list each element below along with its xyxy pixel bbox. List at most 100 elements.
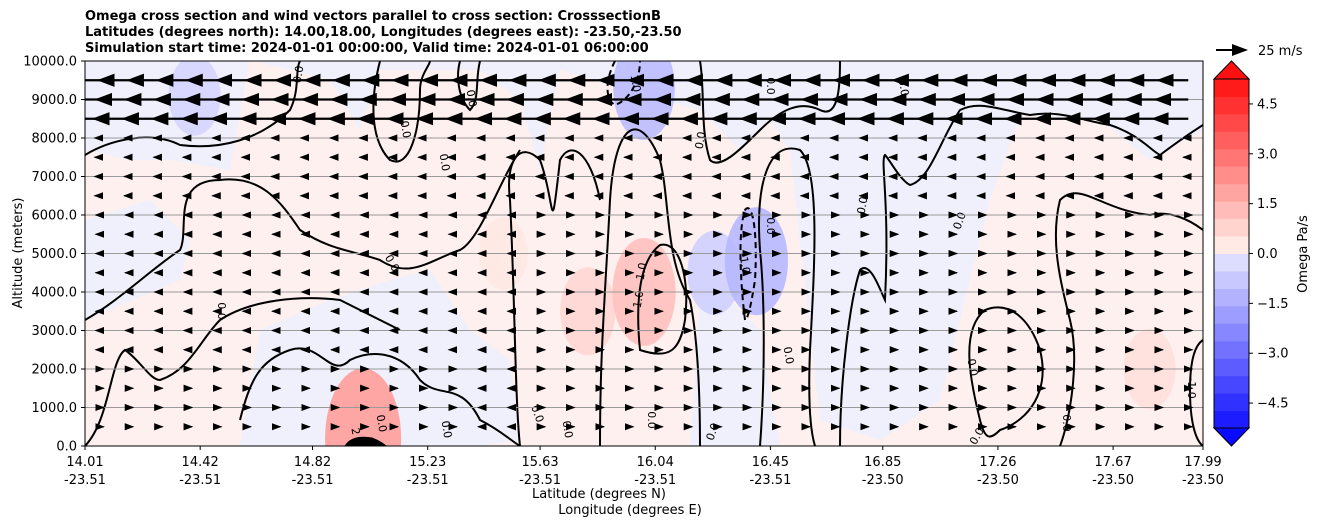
colorbar-step-10 — [1214, 236, 1249, 254]
y-tick-label-10: 10000.0 — [23, 55, 77, 70]
colorbar-step-4 — [1214, 340, 1249, 359]
x-tick-lat-6: 16.45 — [752, 455, 789, 470]
x-tick-lon-7: -23.50 — [862, 473, 904, 488]
colorbar-step-7 — [1214, 288, 1249, 307]
negative-region-lower-right — [690, 300, 780, 446]
x-axis-label-lat: Latitude (degrees N) — [532, 487, 666, 502]
omega-contour-lines — [85, 61, 1203, 446]
omega-anomaly-3 — [560, 267, 616, 356]
reference-vector-label: 25 m/s — [1258, 44, 1303, 59]
contour-zero-upper-right — [699, 61, 841, 164]
colorbar-step-9 — [1214, 253, 1249, 272]
contour-zero-bottom-left — [85, 297, 401, 446]
x-tick-lon-8: -23.50 — [977, 473, 1019, 488]
x-tick-lon-9: -23.50 — [1092, 473, 1134, 488]
x-tick-lon-5: -23.51 — [634, 473, 676, 488]
contour-zero-right — [839, 104, 1203, 446]
y-tick-label-5: 5000.0 — [32, 247, 78, 262]
colorbar-tick-label-6: 4.5 — [1257, 97, 1278, 112]
x-tick-lat-2: 14.82 — [294, 455, 331, 470]
x-tick-lon-6: -23.51 — [749, 473, 791, 488]
colorbar-tick-label-2: −1.5 — [1257, 297, 1289, 312]
y-tick-label-9: 9000.0 — [32, 93, 78, 108]
contour-zero-right-loop — [968, 306, 1044, 438]
colorbar-tick-label-5: 3.0 — [1257, 147, 1278, 162]
contour-zero-lower — [239, 347, 521, 446]
colorbar-tick-label-0: −4.5 — [1257, 397, 1289, 412]
colorbar-step-16 — [1214, 131, 1249, 150]
title-line-1: Omega cross section and wind vectors par… — [85, 9, 661, 24]
contour-label-3: 0.0 — [464, 89, 480, 108]
colorbar-step-17 — [1214, 113, 1249, 132]
x-tick-lat-8: 17.26 — [979, 455, 1016, 470]
x-tick-lat-1: 14.42 — [182, 455, 219, 470]
colorbar-step-14 — [1214, 166, 1249, 185]
x-tick-lat-4: 15.63 — [521, 455, 558, 470]
y-tick-label-1: 1000.0 — [32, 401, 78, 416]
colorbar-tick-label-4: 1.5 — [1257, 197, 1278, 212]
plot-area: 0.00.00.00.00.00.00.0 0.00.00.0 0.00.00.00… — [85, 61, 1203, 446]
contour-label-24: 1.0 — [634, 262, 650, 281]
x-tick-lat-10: 17.99 — [1184, 455, 1221, 470]
omega-anomaly-7 — [613, 61, 675, 140]
x-tick-lat-3: 15.23 — [409, 455, 446, 470]
colorbar-step-11 — [1214, 218, 1249, 237]
colorbar-step-13 — [1214, 183, 1249, 202]
contour-label-27: 2 — [348, 427, 362, 436]
title-line-3: Simulation start time: 2024-01-01 00:00:… — [85, 41, 649, 56]
wind-vectors — [85, 73, 1194, 431]
x-tick-lon-4: -23.51 — [519, 473, 561, 488]
x-tick-lon-10: -23.50 — [1182, 473, 1224, 488]
chart-title: Omega cross section and wind vectors par… — [85, 9, 682, 57]
colorbar-step-3 — [1214, 358, 1249, 377]
x-tick-lon-2: -23.51 — [292, 473, 334, 488]
contour-label-10: 0.0 — [645, 411, 658, 429]
y-tick-label-8: 8000.0 — [32, 132, 78, 147]
omega-anomaly-6 — [724, 207, 788, 316]
title-line-2: Latitudes (degrees north): 14.00,18.00, … — [85, 25, 682, 40]
y-tick-label-4: 4000.0 — [32, 286, 78, 301]
y-tick-label-3: 3000.0 — [32, 324, 78, 339]
colorbar-step-19 — [1214, 79, 1249, 97]
x-tick-lon-1: -23.51 — [179, 473, 221, 488]
x-tick-lon-0: -23.51 — [64, 473, 106, 488]
contour-label-14: 0.0 — [764, 217, 777, 235]
x-tick-lat-5: 16.04 — [637, 455, 674, 470]
colorbar-step-6 — [1214, 305, 1249, 324]
x-tick-lat-0: 14.01 — [66, 455, 103, 470]
contour-zero-left — [85, 149, 521, 321]
colorbar-label: Omega Pa/s — [1296, 215, 1311, 293]
x-tick-lat-7: 16.85 — [864, 455, 901, 470]
colorbar-step-5 — [1214, 323, 1249, 342]
x-axis-label-lon: Longitude (degrees E) — [558, 503, 702, 518]
contour-label-12: 0.0 — [693, 131, 709, 150]
omega-anomaly-0 — [168, 61, 221, 136]
contour-label-6: 0.0 — [374, 414, 390, 433]
y-tick-label-2: 2000.0 — [32, 363, 78, 378]
contour-label-25: 1.0 — [631, 290, 647, 309]
colorbar-step-15 — [1214, 148, 1249, 167]
contour-label-16: 0.0 — [855, 196, 871, 215]
contour-zero-right-col — [758, 147, 816, 446]
colorbar-step-2 — [1214, 375, 1249, 394]
colorbar-extend-top — [1212, 60, 1251, 80]
y-tick-label-7: 7000.0 — [32, 170, 78, 185]
y-axis: 0.0 1000.0 2000.0 3000.0 4000.0 5000.0 6000.0 7… — [23, 55, 85, 455]
colorbar-extend-bottom — [1212, 427, 1251, 447]
colorbar-step-12 — [1214, 201, 1249, 220]
contour-label-15: 0.0 — [781, 346, 797, 365]
contour-plus-one-mid — [637, 243, 688, 355]
colorbar: −4.5 −3.0 −1.5 0.0 1.5 3.0 4.5 — [1212, 60, 1289, 447]
colorbar-step-0 — [1214, 410, 1249, 429]
colorbar-tick-label-1: −3.0 — [1257, 347, 1289, 362]
negative-region-left-mid — [85, 200, 190, 320]
x-axis: 14.01 -23.51 14.42 -23.51 14.82 -23.51 15.23 -2… — [64, 446, 1224, 488]
y-tick-label-0: 0.0 — [56, 440, 77, 455]
y-tick-label-6: 6000.0 — [32, 209, 78, 224]
reference-vector-key: 25 m/s — [1216, 44, 1303, 59]
y-axis-label: Altitude (meters) — [11, 198, 26, 309]
contour-label-19: 0.0 — [965, 358, 981, 377]
colorbar-tick-label-3: 0.0 — [1257, 247, 1278, 262]
x-tick-lat-9: 17.67 — [1095, 455, 1132, 470]
